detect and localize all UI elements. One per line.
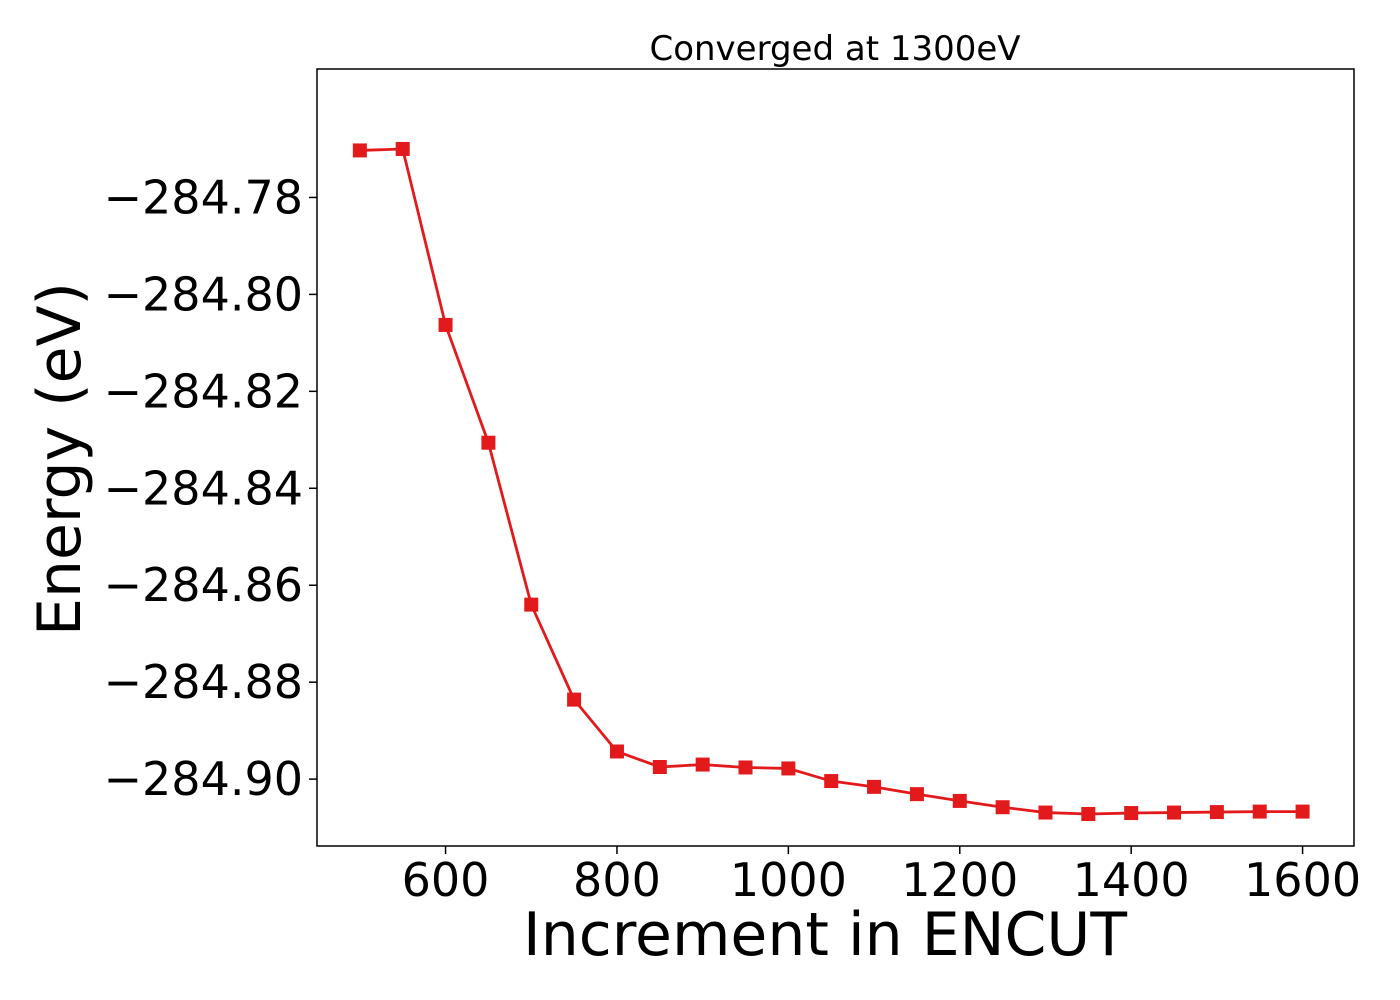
- data-point-marker: [952, 793, 967, 808]
- data-point-marker: [995, 800, 1010, 815]
- data-point-marker: [609, 744, 624, 759]
- data-point-marker: [867, 779, 882, 794]
- y-tick-label: −284.84: [104, 461, 304, 515]
- data-point-marker: [652, 759, 667, 774]
- data-point-marker: [738, 760, 753, 775]
- y-tick-label: −284.78: [104, 170, 304, 224]
- x-tick-label: 600: [402, 853, 490, 907]
- data-point-marker: [1252, 804, 1267, 819]
- x-axis-label: Increment in ENCUT: [523, 900, 1127, 970]
- data-point-marker: [1295, 804, 1310, 819]
- data-point-marker: [781, 761, 796, 776]
- plot-area: [317, 69, 1354, 846]
- data-point-marker: [395, 141, 410, 156]
- x-tick-label: 1200: [901, 853, 1018, 907]
- data-point-marker: [1081, 807, 1096, 822]
- data-point-marker: [1124, 806, 1139, 821]
- y-axis-label: Energy (eV): [25, 282, 95, 636]
- x-tick-label: 1000: [730, 853, 847, 907]
- data-point-marker: [824, 774, 839, 789]
- data-point-marker: [1209, 805, 1224, 820]
- y-axis-ticks: −284.78 −284.80 −284.82 −284.84 −284.86 −284.…: [104, 170, 317, 806]
- x-tick-label: 1400: [1073, 853, 1190, 907]
- data-point-marker: [481, 435, 496, 450]
- y-tick-label: −284.82: [104, 364, 304, 418]
- x-axis-ticks: 600 800 1000 1200 1400 1600: [402, 846, 1361, 907]
- chart-title: Converged at 1300eV: [649, 29, 1020, 69]
- data-point-marker: [524, 597, 539, 612]
- x-tick-label: 1600: [1244, 853, 1361, 907]
- data-point-marker: [567, 692, 582, 707]
- y-tick-label: −284.90: [104, 752, 304, 806]
- data-point-marker: [438, 317, 453, 332]
- y-tick-label: −284.86: [104, 558, 304, 612]
- data-point-marker: [1167, 805, 1182, 820]
- y-tick-label: −284.80: [104, 267, 304, 321]
- series-layer: [352, 141, 1310, 822]
- data-point-marker: [352, 143, 367, 158]
- data-point-marker: [909, 787, 924, 802]
- y-tick-label: −284.88: [104, 655, 304, 709]
- plot-frame: [316, 68, 1355, 847]
- x-tick-label: 800: [573, 853, 661, 907]
- data-point-marker: [1038, 805, 1053, 820]
- data-point-marker: [695, 757, 710, 772]
